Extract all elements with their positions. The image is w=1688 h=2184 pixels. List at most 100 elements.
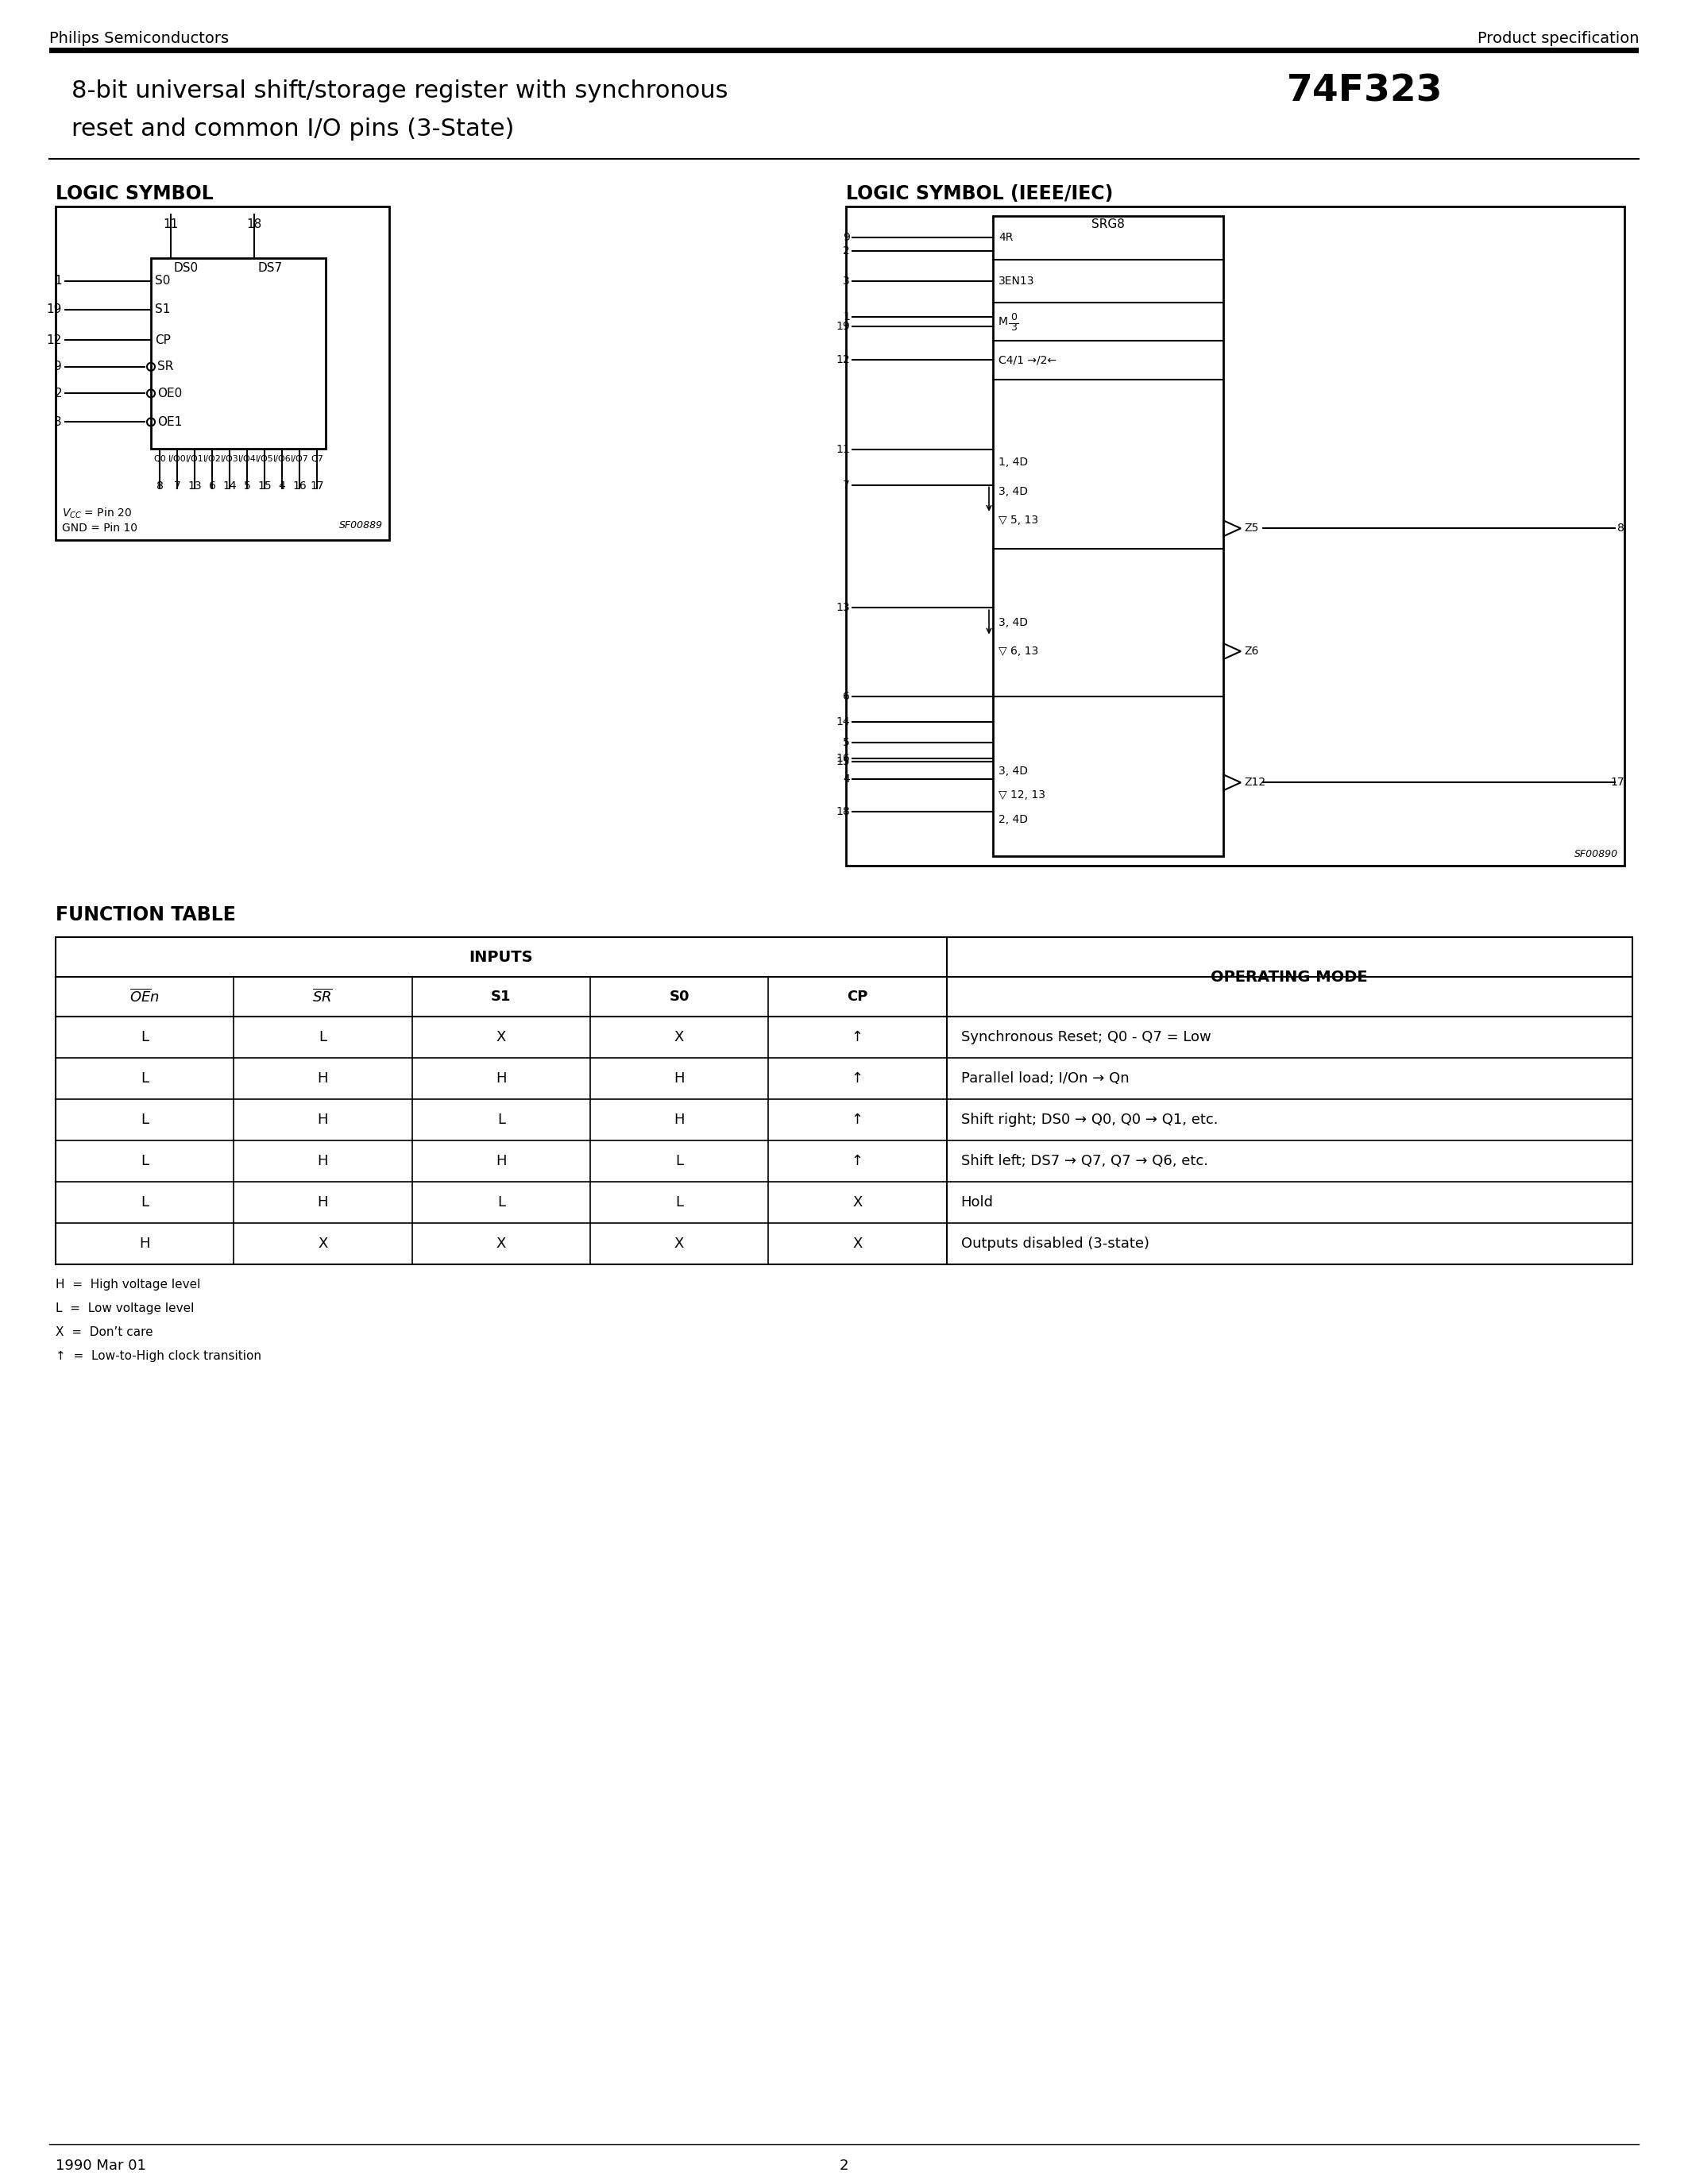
Text: ▽ 6, 13: ▽ 6, 13 — [999, 646, 1038, 657]
Text: 12: 12 — [47, 334, 62, 345]
Text: 13: 13 — [187, 480, 201, 491]
Text: 7: 7 — [174, 480, 181, 491]
Text: INPUTS: INPUTS — [469, 950, 533, 965]
Text: ↑: ↑ — [851, 1031, 863, 1044]
Text: 3, 4D: 3, 4D — [999, 764, 1028, 778]
Text: H: H — [317, 1153, 327, 1168]
Text: L: L — [675, 1153, 684, 1168]
Text: X: X — [674, 1031, 684, 1044]
Text: X: X — [496, 1236, 506, 1251]
Text: I/O0: I/O0 — [169, 454, 186, 463]
Text: X  =  Don’t care: X = Don’t care — [56, 1326, 154, 1339]
Text: Philips Semiconductors: Philips Semiconductors — [49, 31, 230, 46]
Text: ▽ 12, 13: ▽ 12, 13 — [999, 791, 1045, 802]
Bar — [56, 207, 390, 539]
Text: $\overline{OE}n$: $\overline{OE}n$ — [130, 987, 160, 1005]
Text: H: H — [140, 1236, 150, 1251]
Bar — [150, 258, 326, 448]
Text: I/O7: I/O7 — [290, 454, 309, 463]
Text: 16: 16 — [292, 480, 307, 491]
Text: L: L — [319, 1031, 327, 1044]
Bar — [49, 48, 1639, 52]
Text: ↑: ↑ — [851, 1153, 863, 1168]
Text: ↑: ↑ — [851, 1072, 863, 1085]
Text: 6: 6 — [842, 690, 851, 701]
Text: 2: 2 — [54, 387, 62, 400]
Text: L: L — [140, 1195, 149, 1210]
Text: 2: 2 — [842, 245, 851, 258]
Text: S1: S1 — [491, 989, 511, 1005]
Text: 15: 15 — [836, 756, 851, 767]
Text: Z5: Z5 — [1244, 522, 1259, 533]
Text: I/O2: I/O2 — [203, 454, 221, 463]
Text: LOGIC SYMBOL: LOGIC SYMBOL — [56, 183, 213, 203]
Text: H: H — [674, 1112, 685, 1127]
Text: 12: 12 — [836, 354, 851, 365]
Text: Synchronous Reset; Q0 - Q7 = Low: Synchronous Reset; Q0 - Q7 = Low — [960, 1031, 1210, 1044]
Text: H: H — [496, 1072, 506, 1085]
Text: S0: S0 — [155, 275, 170, 286]
Text: 16: 16 — [836, 753, 851, 764]
Text: Outputs disabled (3-state): Outputs disabled (3-state) — [960, 1236, 1150, 1251]
Text: 14: 14 — [836, 716, 851, 727]
Text: X: X — [496, 1031, 506, 1044]
Text: H: H — [496, 1153, 506, 1168]
Text: L: L — [140, 1072, 149, 1085]
Text: DS0: DS0 — [174, 262, 199, 273]
Text: 17: 17 — [1610, 778, 1624, 788]
Text: 9: 9 — [54, 360, 62, 373]
Text: 3, 4D: 3, 4D — [999, 616, 1028, 629]
Text: 19: 19 — [47, 304, 62, 314]
Text: DS7: DS7 — [257, 262, 282, 273]
Text: S1: S1 — [155, 304, 170, 314]
Text: L  =  Low voltage level: L = Low voltage level — [56, 1302, 194, 1315]
Text: 14: 14 — [223, 480, 236, 491]
Bar — [993, 216, 1224, 856]
Text: 15: 15 — [258, 480, 272, 491]
Text: 3, 4D: 3, 4D — [999, 485, 1028, 496]
Text: 7: 7 — [842, 478, 851, 491]
Text: H: H — [674, 1072, 685, 1085]
Text: ▽ 5, 13: ▽ 5, 13 — [999, 515, 1038, 526]
Text: X: X — [674, 1236, 684, 1251]
Text: 11: 11 — [164, 218, 179, 229]
Text: H  =  High voltage level: H = High voltage level — [56, 1278, 201, 1291]
Text: 1990 Mar 01: 1990 Mar 01 — [56, 2158, 147, 2173]
Text: C4/1 →/2←: C4/1 →/2← — [999, 354, 1057, 365]
Text: Shift right; DS0 → Q0, Q0 → Q1, etc.: Shift right; DS0 → Q0, Q0 → Q1, etc. — [960, 1112, 1217, 1127]
Text: 1, 4D: 1, 4D — [999, 456, 1028, 467]
Text: X: X — [317, 1236, 327, 1251]
Text: $V_{CC}$ = Pin 20: $V_{CC}$ = Pin 20 — [62, 507, 132, 520]
Text: M: M — [999, 317, 1008, 328]
Text: 8: 8 — [1617, 522, 1624, 533]
Text: FUNCTION TABLE: FUNCTION TABLE — [56, 906, 236, 924]
Text: H: H — [317, 1195, 327, 1210]
Bar — [56, 937, 1632, 1265]
Text: L: L — [675, 1195, 684, 1210]
Text: 4: 4 — [842, 773, 851, 784]
Text: SR: SR — [157, 360, 174, 373]
Text: 4: 4 — [279, 480, 285, 491]
Text: 9: 9 — [842, 232, 851, 242]
Text: OPERATING MODE: OPERATING MODE — [1210, 970, 1367, 985]
Text: 18: 18 — [246, 218, 262, 229]
Text: SF00890: SF00890 — [1575, 850, 1619, 858]
Text: I/O1: I/O1 — [186, 454, 204, 463]
Text: 19: 19 — [836, 321, 851, 332]
Text: L: L — [140, 1153, 149, 1168]
Text: reset and common I/O pins (3-State): reset and common I/O pins (3-State) — [71, 118, 515, 140]
Text: $\overline{SR}$: $\overline{SR}$ — [312, 989, 333, 1005]
Text: SF00889: SF00889 — [339, 520, 383, 531]
Text: I/O4: I/O4 — [238, 454, 257, 463]
Text: 2, 4D: 2, 4D — [999, 815, 1028, 826]
Text: Z12: Z12 — [1244, 778, 1266, 788]
Text: X: X — [852, 1236, 863, 1251]
Text: 4R: 4R — [999, 232, 1013, 242]
Text: Q7: Q7 — [311, 454, 324, 463]
Text: 11: 11 — [836, 443, 851, 454]
Text: S0: S0 — [668, 989, 689, 1005]
Text: I/O5: I/O5 — [255, 454, 273, 463]
Text: Product specification: Product specification — [1477, 31, 1639, 46]
Text: L: L — [140, 1031, 149, 1044]
Text: ↑: ↑ — [851, 1112, 863, 1127]
